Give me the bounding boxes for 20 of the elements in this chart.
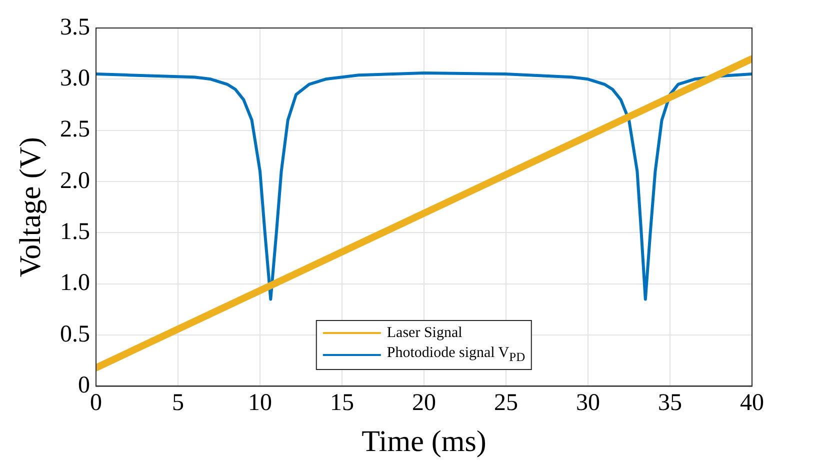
- legend-label: Laser Signal: [386, 324, 462, 344]
- x-tick-label: 35: [658, 390, 682, 416]
- x-tick-label: 15: [330, 390, 354, 416]
- x-tick-label: 40: [740, 390, 764, 416]
- x-tick-label: 30: [576, 390, 600, 416]
- y-tick-label: 3.5: [60, 14, 90, 40]
- x-tick-label: 5: [172, 390, 184, 416]
- y-tick-label: 3.0: [60, 65, 90, 92]
- y-tick-label: 0.5: [60, 321, 90, 348]
- y-tick-label: 1.0: [60, 270, 90, 296]
- y-tick-label: 2.0: [60, 168, 90, 194]
- y-tick-label: 1.5: [60, 218, 90, 245]
- y-axis-title: Voltage (V): [14, 136, 47, 278]
- x-tick-label: 25: [494, 390, 518, 416]
- legend-label: Photodiode signal V$_{PD}$: [386, 344, 526, 366]
- y-tick-label: 0: [78, 372, 90, 398]
- x-tick-label: 20: [412, 390, 436, 416]
- y-tick-label: 2.5: [60, 116, 90, 143]
- x-axis-title: Time (ms): [362, 424, 486, 458]
- x-tick-label: 10: [248, 390, 272, 416]
